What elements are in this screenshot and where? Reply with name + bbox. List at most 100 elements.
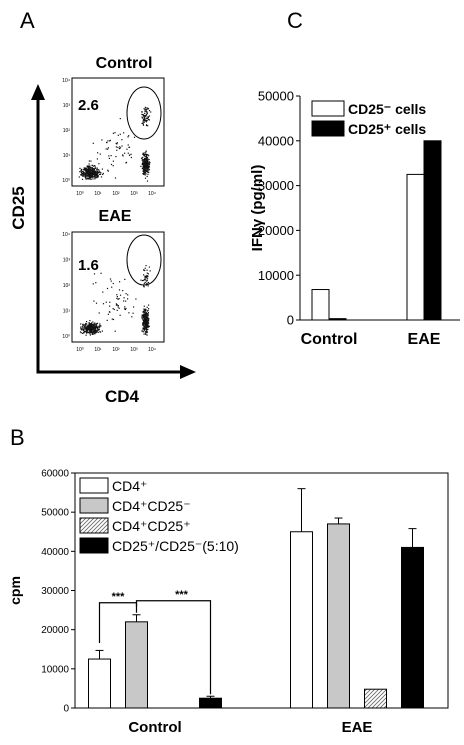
flow-event-dot [94, 331, 96, 333]
flow-event-dot [147, 324, 149, 326]
flow-event-dot [88, 324, 90, 326]
flow-y-tick-label: 10² [63, 128, 71, 134]
flow-event-dot [141, 163, 143, 165]
flow-event-dot [143, 328, 145, 330]
flow-event-dot [80, 170, 82, 172]
flow-event-dot [141, 116, 143, 118]
y-tick-label: 50000 [41, 508, 69, 519]
flow-event-dot [142, 114, 144, 116]
flow-event-dot [101, 168, 103, 170]
flow-event-dot [96, 326, 98, 328]
flow-event-dot [115, 146, 117, 148]
flow-event-dot [88, 326, 90, 328]
flow-event-dot [124, 308, 127, 311]
flow-event-dot [90, 328, 92, 330]
flow-event-dot [85, 168, 87, 171]
flow-dotplot-control: 2.6 10⁰ 10⁰ 10¹ 10¹ 10² 10² 10³ 10³ 10⁴ 10⁴ [62, 77, 165, 197]
flow-event-dot [85, 176, 87, 178]
flow-dotplot-eae: 1.6 10⁰ 10⁰ 10¹ 10¹ 10² 10² 10³ 10³ 10⁴ 10⁴ [62, 231, 165, 353]
flow-event-dot [119, 294, 122, 296]
flow-event-dot [93, 172, 95, 174]
flow-event-dot [146, 158, 148, 160]
flow-event-dot [95, 330, 97, 332]
flow-event-dot [143, 164, 145, 166]
flow-event-dot [127, 152, 129, 154]
flow-event-dot [145, 168, 147, 170]
flow-event-dot [91, 175, 93, 177]
bar [328, 318, 347, 321]
bar [406, 173, 425, 321]
flow-event-dot [142, 122, 144, 124]
flow-event-dot [105, 301, 107, 303]
flow-event-dot [148, 319, 150, 321]
flow-event-dot [146, 317, 148, 319]
flow-event-dot [102, 172, 104, 174]
flow-event-dot [145, 308, 147, 310]
flow-event-dot [95, 324, 97, 326]
flow-event-dot [123, 297, 125, 299]
flow-event-dot [142, 279, 145, 281]
flow-event-dot [133, 306, 135, 308]
flow-event-dot [91, 328, 93, 330]
flow-event-dot [150, 111, 152, 113]
flow-event-dot [90, 323, 92, 325]
flow-event-dot [144, 278, 146, 280]
flow-event-dot [145, 321, 147, 323]
flow-event-dot [131, 316, 133, 318]
flow-event-dot [86, 165, 88, 167]
legend-swatch [79, 537, 109, 554]
flow-event-dot [88, 177, 90, 179]
flow-event-dot [143, 282, 145, 285]
flow-event-dot [146, 314, 149, 316]
flow-event-dot [143, 172, 145, 174]
flow-event-dot [145, 157, 147, 159]
flow-event-dot [89, 170, 91, 172]
flow-event-dot [117, 146, 119, 148]
flow-event-dot [143, 317, 145, 319]
flow-event-dot [94, 178, 96, 180]
flow-event-dot [143, 326, 145, 328]
flow-event-dot [82, 329, 84, 332]
flow-event-dot [144, 169, 146, 171]
bar [364, 688, 387, 709]
flow-event-dot [144, 327, 146, 329]
flow-event-dot [147, 173, 149, 175]
flow-event-dot [125, 162, 127, 164]
flow-event-dot [115, 303, 117, 305]
flow-event-dot [147, 328, 149, 330]
flow-event-dot [85, 173, 87, 175]
flow-event-dot [94, 329, 97, 331]
flow-event-dot [145, 156, 147, 158]
flow-y-tick-label: 10² [63, 283, 71, 289]
flow-event-dot [91, 171, 94, 173]
legend-label: CD4⁺CD25⁺ [112, 518, 191, 534]
flow-event-dot [142, 311, 144, 313]
flow-event-dot [145, 150, 147, 152]
flow-event-dot [88, 323, 90, 325]
flow-event-dot [82, 325, 84, 328]
flow-event-dot [112, 308, 114, 310]
flow-event-dot [91, 332, 93, 334]
flow-event-dot [94, 174, 96, 176]
flow-event-dot [95, 302, 98, 304]
flow-event-dot [99, 323, 101, 325]
flow-event-dot [109, 305, 111, 307]
flow-event-dot [148, 308, 150, 310]
flow-event-dot [122, 290, 124, 292]
flow-event-dot [147, 324, 149, 326]
flow-event-dot [79, 171, 81, 173]
flow-event-dot [146, 120, 148, 122]
flow-event-dot [92, 171, 94, 173]
flow-event-dot [146, 117, 148, 119]
flow-event-dot [144, 116, 146, 118]
flow-event-dot [107, 169, 109, 171]
flow-event-dot [128, 146, 130, 148]
flow-event-dot [118, 298, 120, 300]
legend-swatch [311, 120, 345, 137]
x-category-label: EAE [342, 719, 373, 736]
flow-event-dot [142, 165, 144, 167]
flow-event-dot [117, 298, 119, 300]
flow-event-dot [146, 320, 148, 322]
flow-event-dot [125, 293, 127, 295]
flow-event-dot [108, 311, 110, 313]
